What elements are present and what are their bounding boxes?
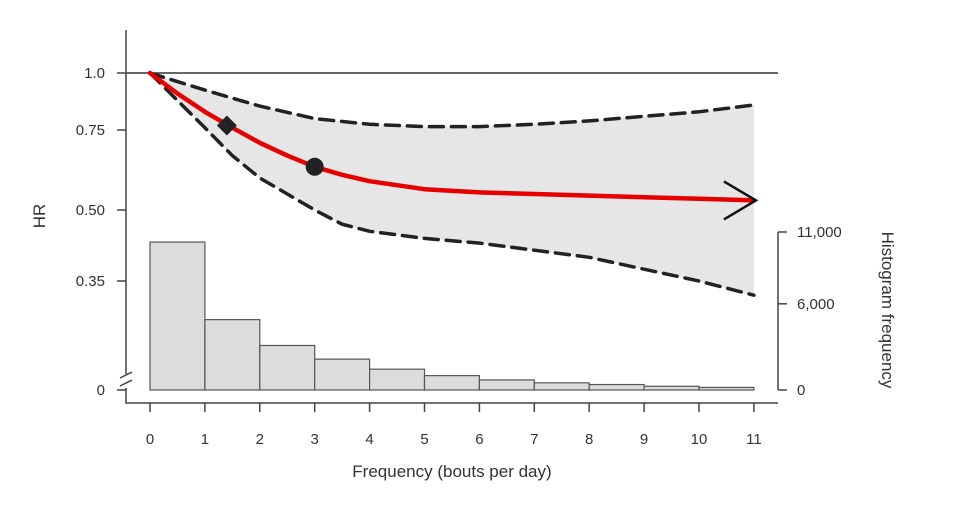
histogram-bar: [698, 386, 755, 391]
hr-curve-line: [147, 70, 757, 203]
x-tick-label: 9: [640, 431, 648, 448]
axes-layer: [119, 30, 779, 404]
ci-lower-line: [148, 71, 756, 297]
histogram-bar: [533, 382, 590, 391]
x-tick-label: 8: [585, 431, 593, 448]
y-tick-label: 1.0: [84, 65, 105, 82]
x-tick-label: 10: [691, 431, 708, 448]
y-tick-label: 0.50: [76, 202, 105, 219]
curve-arrow-head: [723, 180, 759, 221]
histogram-bar: [149, 241, 206, 391]
axis-break-mark: [119, 371, 133, 387]
diamond-marker: [216, 115, 237, 136]
x-tick-label: 0: [146, 431, 154, 448]
histogram-bar: [588, 383, 645, 391]
y2-axis-title: Histogram frequency: [878, 232, 897, 389]
y-axis-title: HR: [30, 204, 49, 229]
x-tick-label: 4: [365, 431, 373, 448]
y2-tick-label: 6,000: [797, 296, 835, 313]
x-tick-label: 1: [201, 431, 209, 448]
histogram-bar: [369, 368, 426, 391]
confidence-band-layer: [150, 73, 754, 296]
histogram-bar: [643, 385, 700, 391]
x-tick-label: 5: [420, 431, 428, 448]
y2-tick-label: 11,000: [797, 224, 842, 241]
hr-curve-layer: [147, 70, 759, 297]
x-axis-title: Frequency (bouts per day): [352, 462, 551, 481]
x-tick-label: 3: [311, 431, 319, 448]
y-tick-label: 0.35: [76, 273, 105, 290]
ci-upper-line: [148, 71, 756, 129]
histogram-layer: [149, 241, 755, 391]
left-axis-line: [125, 30, 778, 404]
y-tick-label: 0: [97, 382, 105, 399]
ticks-layer: 0 1 2 3 4 5 6 7 8 9 10 11 1.0 0.75 0.50 0.35 0 11,000 6,00…: [76, 65, 842, 448]
histogram-bar: [204, 319, 261, 391]
histogram-bar: [423, 375, 481, 391]
histogram-bar: [314, 358, 371, 391]
x-tick-label: 6: [475, 431, 483, 448]
y-tick-label: 0.75: [76, 122, 105, 139]
y2-tick-label: 0: [797, 382, 805, 399]
x-tick-label: 11: [746, 431, 762, 448]
circle-marker: [305, 157, 324, 176]
confidence-band: [150, 73, 754, 296]
histogram-bar: [259, 344, 316, 391]
histogram-bar: [478, 379, 535, 391]
x-tick-label: 2: [256, 431, 264, 448]
x-tick-label: 7: [530, 431, 538, 448]
